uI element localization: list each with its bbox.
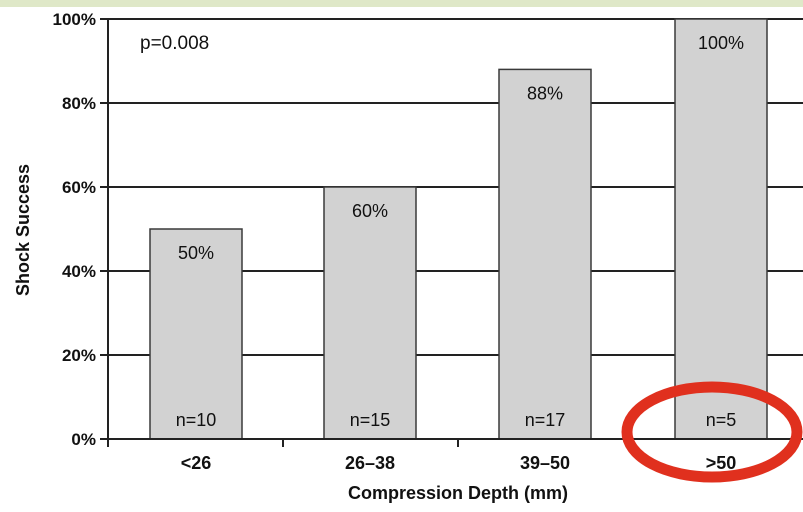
sample-size-label: n=15: [350, 410, 391, 430]
y-tick-label: 0%: [71, 430, 96, 449]
bar: [674, 18, 768, 440]
sample-size-label: n=5: [706, 410, 737, 430]
sample-size-label: n=17: [525, 410, 566, 430]
bar: [323, 186, 417, 440]
x-tick-label: 39–50: [520, 453, 570, 473]
bar-value-label: 88%: [527, 83, 563, 103]
highlight-ellipse: [621, 381, 803, 483]
y-tick-label: 60%: [62, 178, 96, 197]
top-accent-strip: [0, 0, 803, 7]
bar: [498, 68, 592, 440]
sample-size-label: n=10: [176, 410, 217, 430]
bar-value-label: 50%: [178, 243, 214, 263]
y-tick-label: 100%: [53, 10, 96, 29]
x-axis-title: Compression Depth (mm): [348, 483, 568, 503]
bar-value-label: 100%: [698, 33, 744, 53]
bar: [149, 228, 243, 440]
x-tick-label: <26: [181, 453, 212, 473]
x-tick-label: >50: [706, 453, 737, 473]
y-tick-label: 20%: [62, 346, 96, 365]
x-tick-label: 26–38: [345, 453, 395, 473]
labels: 0% 20% 40% 60% 80% 100% 50% n=10 <26 60% n=15 26–38…: [53, 10, 745, 473]
y-tick-label: 80%: [62, 94, 96, 113]
p-value-annotation: p=0.008: [140, 33, 209, 54]
bars: [149, 18, 768, 440]
y-tick-label: 40%: [62, 262, 96, 281]
axes: [100, 18, 803, 447]
bar-value-label: 60%: [352, 201, 388, 221]
y-axis-title: Shock Success: [13, 164, 33, 296]
